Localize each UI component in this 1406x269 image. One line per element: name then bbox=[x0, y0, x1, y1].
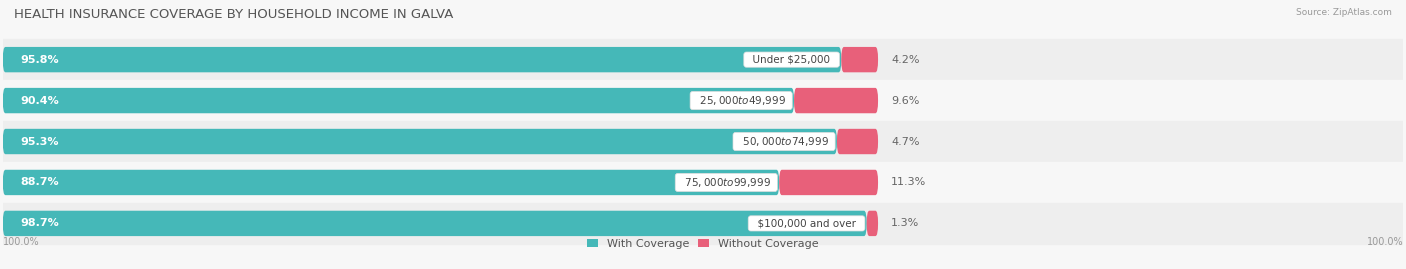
Bar bbox=[3, 203, 1403, 244]
Text: 100.0%: 100.0% bbox=[3, 237, 39, 247]
FancyBboxPatch shape bbox=[3, 129, 837, 154]
Text: 88.7%: 88.7% bbox=[20, 178, 59, 187]
Bar bbox=[3, 80, 1403, 121]
Text: Source: ZipAtlas.com: Source: ZipAtlas.com bbox=[1296, 8, 1392, 17]
Text: HEALTH INSURANCE COVERAGE BY HOUSEHOLD INCOME IN GALVA: HEALTH INSURANCE COVERAGE BY HOUSEHOLD I… bbox=[14, 8, 453, 21]
Text: 4.7%: 4.7% bbox=[891, 136, 920, 147]
FancyBboxPatch shape bbox=[837, 129, 879, 154]
FancyBboxPatch shape bbox=[841, 47, 879, 72]
Text: 95.3%: 95.3% bbox=[20, 136, 59, 147]
Text: $75,000 to $99,999: $75,000 to $99,999 bbox=[678, 176, 775, 189]
FancyBboxPatch shape bbox=[3, 47, 841, 72]
Text: $25,000 to $49,999: $25,000 to $49,999 bbox=[693, 94, 790, 107]
Text: 1.3%: 1.3% bbox=[891, 218, 920, 228]
Text: $100,000 and over: $100,000 and over bbox=[751, 218, 862, 228]
FancyBboxPatch shape bbox=[779, 170, 879, 195]
Text: 90.4%: 90.4% bbox=[20, 95, 59, 105]
Text: 95.8%: 95.8% bbox=[20, 55, 59, 65]
Text: Under $25,000: Under $25,000 bbox=[747, 55, 837, 65]
Bar bbox=[3, 39, 1403, 80]
Text: 11.3%: 11.3% bbox=[891, 178, 927, 187]
Text: 9.6%: 9.6% bbox=[891, 95, 920, 105]
FancyBboxPatch shape bbox=[3, 88, 794, 113]
FancyBboxPatch shape bbox=[794, 88, 879, 113]
Legend: With Coverage, Without Coverage: With Coverage, Without Coverage bbox=[582, 234, 824, 253]
FancyBboxPatch shape bbox=[3, 170, 779, 195]
Text: 4.2%: 4.2% bbox=[891, 55, 920, 65]
Bar bbox=[3, 121, 1403, 162]
Bar bbox=[3, 162, 1403, 203]
Text: 98.7%: 98.7% bbox=[20, 218, 59, 228]
FancyBboxPatch shape bbox=[3, 211, 866, 236]
FancyBboxPatch shape bbox=[866, 211, 879, 236]
Text: $50,000 to $74,999: $50,000 to $74,999 bbox=[735, 135, 832, 148]
Text: 100.0%: 100.0% bbox=[1367, 237, 1403, 247]
